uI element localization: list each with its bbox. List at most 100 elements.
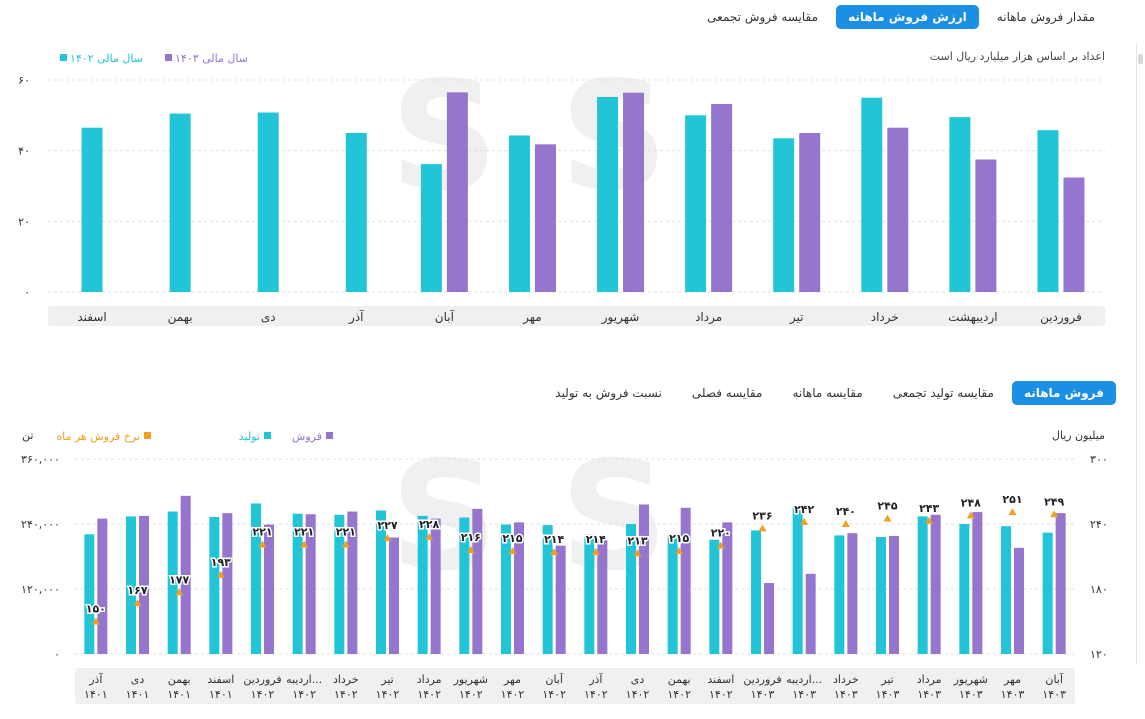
x-tick-month: خرداد bbox=[333, 673, 359, 686]
rate-label: ۲۲۸ bbox=[419, 518, 439, 531]
x-tick-month: شهریور bbox=[953, 673, 988, 686]
bottom-tab-1[interactable]: مقایسه تولید تجمعی bbox=[892, 386, 994, 400]
y-right-tick-label: ۳۰۰ bbox=[1090, 453, 1108, 466]
x-tick-year: ۱۴۰۲ bbox=[626, 688, 650, 701]
x-tick-label: مرداد bbox=[695, 310, 722, 325]
x-tick-month: دی bbox=[131, 673, 145, 686]
rate-label: ۲۲۱ bbox=[336, 526, 356, 539]
legend-swatch bbox=[264, 432, 271, 439]
bar-سال مالی ۱۴۰۳ bbox=[446, 92, 468, 292]
rate-label: ۲۳۶ bbox=[752, 509, 772, 522]
bottom-tab-4[interactable]: نسبت فروش به تولید bbox=[555, 386, 662, 400]
rate-marker bbox=[300, 540, 309, 548]
y-axis-right-unit: میلیون ریال bbox=[1052, 429, 1105, 442]
x-tick-month: مهر bbox=[1003, 673, 1021, 686]
x-tick-year: ۱۴۰۱ bbox=[209, 688, 233, 701]
rate-label: ۱۹۳ bbox=[211, 556, 231, 569]
x-tick-month: بهمن bbox=[668, 673, 691, 686]
x-axis-band bbox=[48, 306, 1105, 326]
rate-label: ۲۴۳ bbox=[919, 502, 939, 515]
x-tick-year: ۱۴۰۳ bbox=[792, 688, 816, 701]
x-tick-year: ۱۴۰۲ bbox=[542, 688, 566, 701]
rate-label: ۲۲۱ bbox=[252, 526, 272, 539]
top-tab-2[interactable]: مقایسه فروش تجمعی bbox=[707, 10, 819, 24]
x-tick-label: آذر bbox=[348, 309, 364, 325]
bar-سال مالی ۱۴۰۳ bbox=[887, 127, 909, 292]
x-tick-month: بهمن bbox=[168, 673, 191, 686]
bottom-tab-2[interactable]: مقایسه ماهانه bbox=[792, 386, 863, 400]
x-tick-label: دی bbox=[261, 310, 276, 324]
x-tick-label: بهمن bbox=[168, 310, 193, 325]
legend-label: فروش bbox=[292, 430, 322, 443]
top-tab-0[interactable]: مقدار فروش ماهانه bbox=[996, 10, 1095, 24]
x-tick-year: ۱۴۰۱ bbox=[167, 688, 191, 701]
rate-marker bbox=[91, 617, 100, 625]
bottom-tab-bar: فروش ماهانه مقایسه تولید تجمعی مقایسه ماها… bbox=[543, 381, 1116, 405]
x-tick-month: مرداد bbox=[917, 673, 942, 686]
y-left-tick-label: ۲۴۰,۰۰۰ bbox=[21, 518, 60, 531]
rate-label: ۱۷۷ bbox=[169, 573, 189, 586]
bar-سال مالی ۱۴۰۲ bbox=[508, 135, 530, 292]
bar-sales bbox=[97, 518, 108, 654]
scrollbar[interactable] bbox=[1136, 44, 1145, 664]
rate-marker bbox=[175, 588, 184, 596]
x-tick-label: اردیبهشت bbox=[948, 310, 997, 325]
rate-marker bbox=[1008, 508, 1017, 516]
bar-production bbox=[417, 515, 428, 654]
x-tick-month: اردیبه... bbox=[786, 673, 822, 686]
bar-سال مالی ۱۴۰۲ bbox=[1037, 130, 1059, 292]
x-tick-label: اسفند bbox=[77, 310, 106, 324]
bar-production bbox=[542, 525, 553, 654]
x-tick-year: ۱۴۰۲ bbox=[709, 688, 733, 701]
bar-سال مالی ۱۴۰۲ bbox=[420, 164, 442, 292]
bar-sales bbox=[805, 573, 816, 654]
x-tick-year: ۱۴۰۳ bbox=[751, 688, 775, 701]
bar-سال مالی ۱۴۰۳ bbox=[711, 104, 733, 292]
bottom-tab-0[interactable]: فروش ماهانه bbox=[1011, 381, 1116, 405]
x-tick-month: اسفند bbox=[207, 673, 234, 686]
rate-label: ۲۱۴ bbox=[544, 533, 564, 546]
bar-production bbox=[292, 513, 303, 654]
bottom-tab-3[interactable]: مقایسه فصلی bbox=[691, 386, 763, 400]
rate-marker bbox=[1050, 510, 1059, 518]
bar-production bbox=[709, 539, 720, 654]
bar-سال مالی ۱۴۰۳ bbox=[799, 133, 821, 292]
top-tab-1[interactable]: ارزش فروش ماهانه bbox=[836, 5, 979, 29]
bar-production bbox=[84, 534, 95, 654]
x-tick-year: ۱۴۰۱ bbox=[84, 688, 108, 701]
x-tick-month: تیر bbox=[880, 673, 893, 686]
rate-marker bbox=[800, 517, 809, 525]
y-tick-label: ۲۰ bbox=[18, 215, 30, 228]
bar-sales bbox=[1055, 513, 1066, 654]
x-tick-year: ۱۴۰۳ bbox=[834, 688, 858, 701]
bar-production bbox=[876, 537, 886, 654]
bar-production bbox=[626, 524, 636, 654]
legend-label: تولید bbox=[239, 430, 260, 443]
x-tick-month: شهریور bbox=[453, 673, 488, 686]
x-tick-month: تیر bbox=[380, 673, 393, 686]
bar-production bbox=[167, 511, 178, 654]
bar-sales bbox=[764, 583, 774, 654]
bar-sales bbox=[430, 518, 441, 654]
rate-label: ۲۱۵ bbox=[502, 532, 522, 545]
bar-production bbox=[959, 524, 970, 654]
y-tick-label: ۴۰ bbox=[18, 145, 30, 158]
bar-سال مالی ۱۴۰۲ bbox=[257, 112, 279, 292]
bar-production bbox=[667, 535, 678, 654]
rate-marker bbox=[341, 540, 350, 548]
bar-سال مالی ۱۴۰۳ bbox=[534, 144, 556, 292]
bar-production bbox=[126, 516, 136, 654]
x-tick-month: مهر bbox=[503, 673, 521, 686]
bar-sales bbox=[1014, 547, 1024, 654]
bar-sales bbox=[930, 514, 941, 654]
bar-sales bbox=[180, 495, 191, 654]
y-axis-unit: اعداد بر اساس هزار میلیارد ریال است bbox=[930, 50, 1105, 63]
rate-label: ۲۱۳ bbox=[627, 534, 647, 547]
x-tick-year: ۱۴۰۲ bbox=[292, 688, 316, 701]
y-tick-label: ۶۰ bbox=[18, 74, 30, 87]
rate-label: ۲۴۵ bbox=[877, 500, 897, 513]
rate-label: ۱۶۷ bbox=[127, 584, 147, 597]
legend-swatch bbox=[60, 54, 67, 61]
x-tick-year: ۱۴۰۳ bbox=[1042, 688, 1066, 701]
bar-سال مالی ۱۴۰۳ bbox=[623, 92, 645, 292]
